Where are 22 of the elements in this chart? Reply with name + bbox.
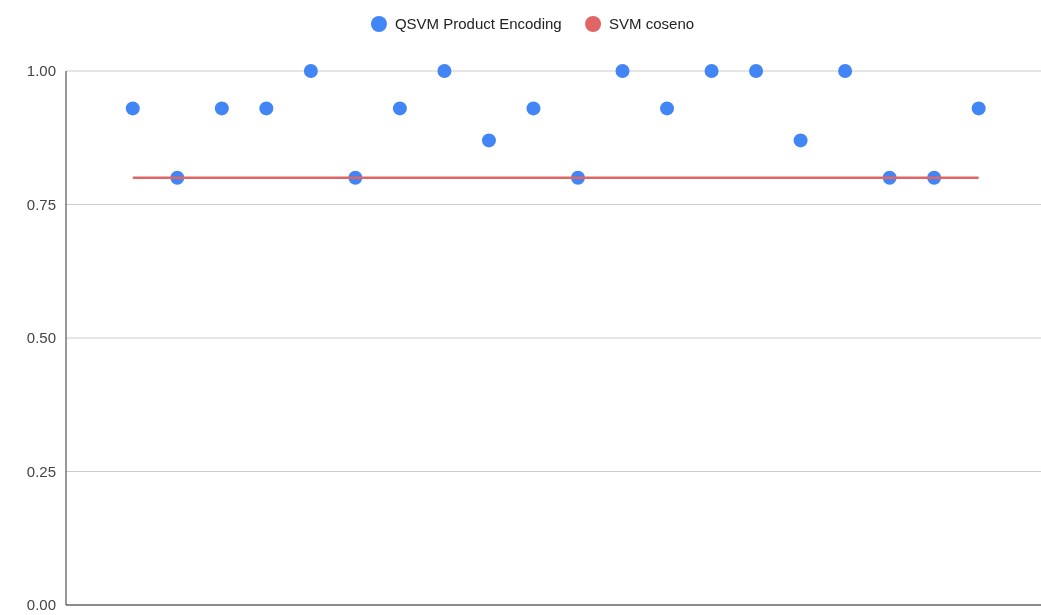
point	[303, 64, 318, 78]
point	[615, 64, 630, 78]
point	[660, 101, 675, 116]
y-tick-label: 1.00	[26, 62, 56, 80]
point	[749, 64, 764, 78]
point	[971, 101, 986, 116]
y-tick-label: 0.50	[26, 329, 56, 347]
point	[392, 101, 407, 116]
legend-label: QSVM Product Encoding	[394, 15, 562, 33]
point	[838, 64, 853, 78]
point	[481, 133, 496, 148]
y-tick-label: 0.75	[26, 195, 56, 213]
point	[214, 101, 229, 116]
y-tick-label: 0.00	[26, 596, 56, 614]
y-tick-label: 0.25	[26, 462, 56, 480]
point	[793, 133, 808, 148]
point	[125, 101, 140, 116]
point	[704, 64, 719, 78]
point	[526, 101, 541, 116]
point	[259, 101, 274, 116]
legend-label: SVM coseno	[609, 15, 695, 33]
point	[437, 64, 452, 78]
